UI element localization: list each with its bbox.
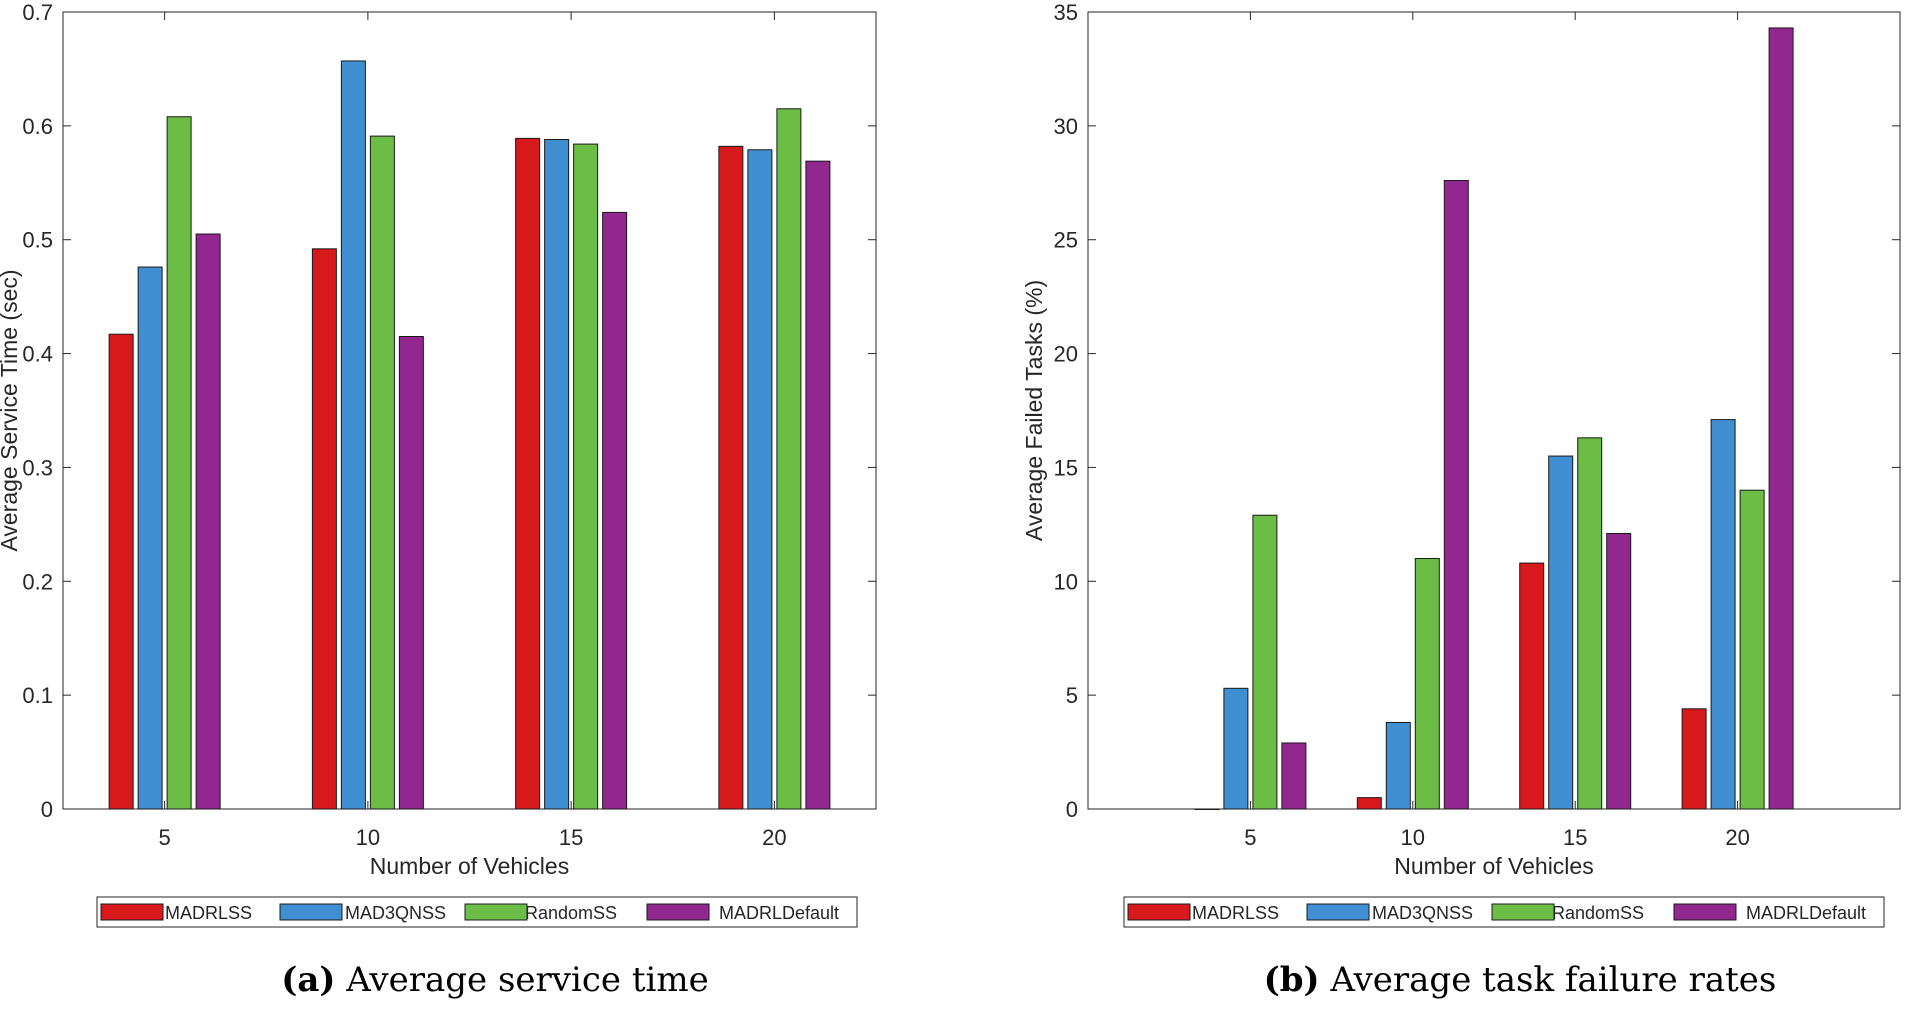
bar (1519, 562, 1545, 810)
legend-label: MADRLSS (1192, 903, 1279, 923)
bar (1223, 687, 1249, 810)
bar (1252, 514, 1278, 810)
bar (805, 160, 831, 810)
bar (1548, 455, 1574, 810)
caption-text: Average task failure rates (1320, 960, 1777, 1000)
legend-swatch (100, 903, 164, 921)
x-axis-label: Number of Vehicles (1394, 853, 1593, 879)
legend-swatch (1673, 903, 1737, 921)
x-tick-label: 20 (762, 825, 786, 850)
legend-label: MAD3QNSS (1372, 903, 1473, 923)
y-tick-label: 0.6 (22, 114, 53, 139)
y-axis-label: Average Failed Tasks (%) (1021, 280, 1047, 541)
bar (398, 335, 424, 810)
x-tick-label: 5 (1244, 825, 1256, 850)
caption-letter: (a) (281, 960, 335, 1000)
bar (544, 139, 570, 810)
axes-box (1087, 11, 1901, 810)
legend-label: MAD3QNSS (345, 903, 446, 923)
x-axis-label: Number of Vehicles (370, 853, 569, 879)
y-tick-label: 0.5 (22, 228, 53, 253)
bar (1739, 489, 1765, 810)
bar (1356, 797, 1382, 810)
bar (166, 116, 192, 810)
caption: (a) Average service time (281, 960, 709, 1000)
bar (311, 248, 337, 810)
bar (747, 149, 773, 810)
legend: MADRLSS MAD3QNSS RandomSS MADRLDefault (96, 896, 858, 928)
y-tick-label: 35 (1054, 0, 1078, 25)
y-tick-label: 0.7 (22, 0, 53, 25)
legend-label: MADRLDefault (719, 903, 839, 923)
y-tick-label: 0.3 (22, 455, 53, 480)
caption-text: Average service time (335, 960, 708, 1000)
x-tick-label: 10 (356, 825, 380, 850)
legend-swatch (646, 903, 710, 921)
bar (573, 143, 599, 810)
caption-letter: (b) (1264, 960, 1320, 1000)
y-tick-label: 10 (1054, 569, 1078, 594)
bar (718, 145, 744, 810)
y-tick-label: 0.4 (22, 342, 53, 367)
y-tick-label: 15 (1054, 455, 1078, 480)
x-tick-label: 10 (1401, 825, 1425, 850)
bar (137, 266, 163, 810)
x-tick-label: 20 (1725, 825, 1749, 850)
bar (195, 233, 221, 810)
y-axis-label: Average Service Time (sec) (0, 269, 22, 551)
legend-swatch (1127, 903, 1191, 921)
y-tick-label: 25 (1054, 228, 1078, 253)
legend-label: MADRLSS (165, 903, 252, 923)
x-tick-label: 15 (559, 825, 583, 850)
bar (1681, 708, 1707, 810)
bar (1414, 558, 1440, 810)
legend-swatch (279, 903, 343, 921)
bar (1606, 532, 1632, 810)
bar (602, 211, 628, 810)
legend-swatch (464, 903, 528, 921)
bar (1577, 437, 1603, 810)
y-tick-label: 0.2 (22, 569, 53, 594)
legend: MADRLSS MAD3QNSS RandomSS MADRLDefault (1123, 896, 1885, 928)
bar (1710, 419, 1736, 810)
caption: (b) Average task failure rates (1264, 960, 1777, 1000)
y-tick-label: 0 (41, 797, 53, 822)
bar (515, 137, 541, 810)
bar (1385, 721, 1411, 810)
legend-swatch (1306, 903, 1370, 921)
chart-a: 0 0.1 0.2 0.3 0.4 0.5 0.6 0.7 5 10 15 20 Number of V… (0, 0, 877, 1000)
bar (776, 108, 802, 810)
y-tick-label: 0.1 (22, 683, 53, 708)
y-tick-label: 0 (1066, 797, 1078, 822)
x-tick-label: 5 (159, 825, 171, 850)
legend-swatch (1491, 903, 1555, 921)
bar (340, 60, 366, 810)
bar (369, 135, 395, 810)
legend-label: RandomSS (1552, 903, 1644, 923)
y-tick-label: 20 (1054, 342, 1078, 367)
y-tick-label: 5 (1066, 683, 1078, 708)
x-tick-label: 15 (1563, 825, 1587, 850)
bar (1194, 808, 1220, 810)
bar (108, 333, 134, 810)
axes-box (62, 11, 877, 810)
bar (1443, 180, 1469, 810)
chart-b: 0 5 10 15 20 25 30 35 5 10 15 20 Number of Vehicles A… (1021, 0, 1901, 1000)
legend-label: RandomSS (525, 903, 617, 923)
legend-label: MADRLDefault (1746, 903, 1866, 923)
bar (1281, 742, 1307, 810)
y-tick-label: 30 (1054, 114, 1078, 139)
bar (1768, 27, 1794, 810)
